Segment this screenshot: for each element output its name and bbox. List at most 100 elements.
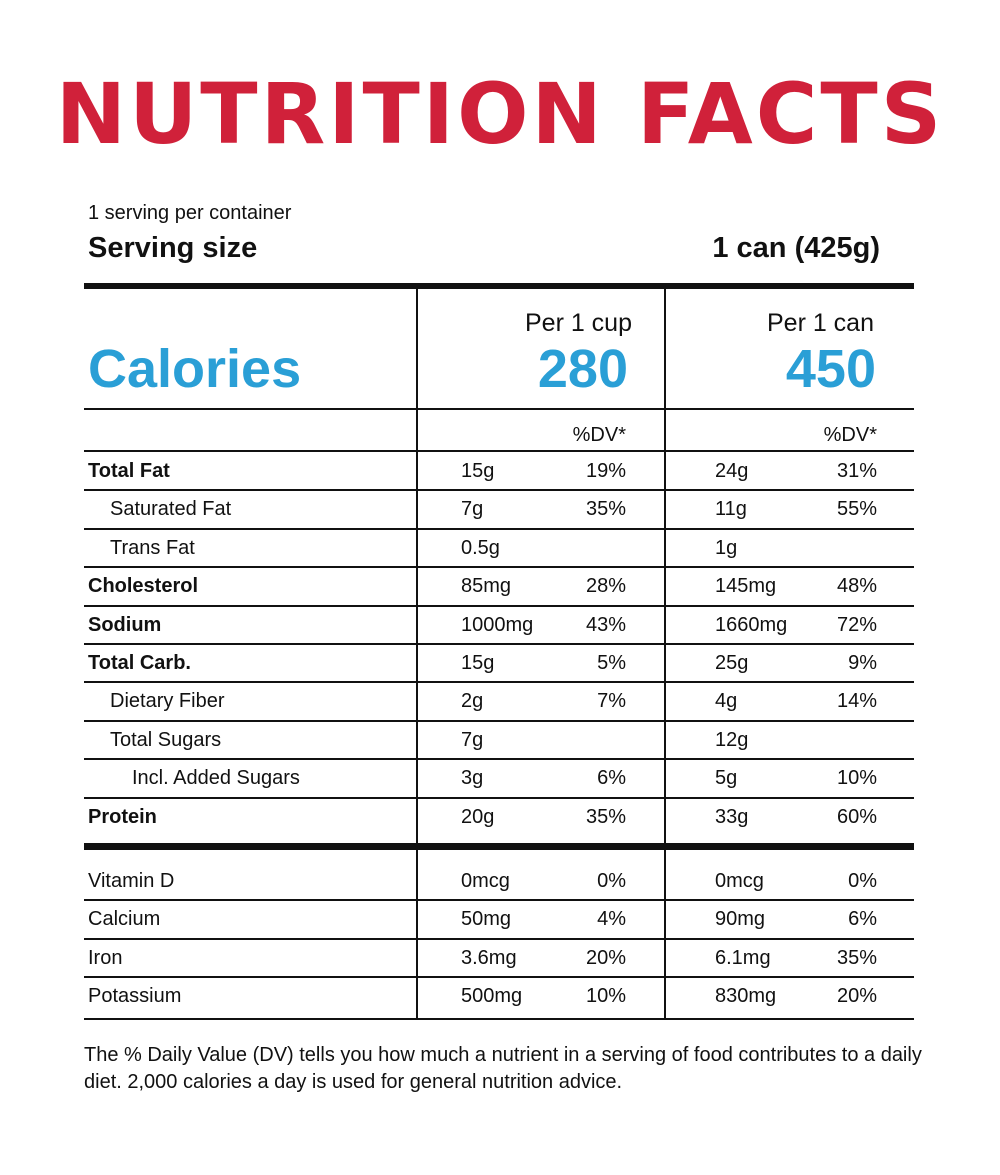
column-header-cup: Per 1 cup (524, 309, 632, 337)
can-amount: 33g (715, 805, 749, 828)
can-amount: 1g (715, 536, 738, 559)
cup-amount: 1000mg (461, 613, 534, 636)
nutrient-name: Total Carb. (88, 652, 191, 674)
nutrient-name: Total Fat (88, 460, 170, 482)
can-dv: 72% (836, 613, 877, 636)
nutrient-name: Total Sugars (110, 728, 222, 751)
cup-amount: 15g (461, 460, 495, 482)
can-amount: 5g (715, 767, 738, 790)
thick-divider-vitamins (84, 843, 914, 850)
can-dv: 10% (836, 767, 877, 790)
cup-amount: 20g (461, 805, 495, 828)
servings-per-container: 1 serving per container (88, 202, 292, 224)
cup-amount: 50mg (461, 908, 512, 931)
cup-amount: 85mg (461, 575, 512, 598)
can-dv: 31% (836, 460, 877, 482)
cup-amount: 500mg (461, 985, 523, 1008)
cup-amount: 0mcg (461, 870, 510, 892)
nutrient-name: Potassium (88, 985, 182, 1008)
can-dv: 48% (836, 575, 877, 598)
can-dv: 0% (848, 870, 877, 892)
can-dv: 20% (836, 985, 877, 1008)
can-amount: 11g (715, 498, 747, 521)
thick-divider-top (84, 283, 914, 289)
row-divider (84, 976, 914, 979)
row-divider (84, 489, 914, 492)
nutrient-name: Incl. Added Sugars (132, 767, 300, 790)
cup-dv: 0% (597, 870, 626, 892)
nutrient-row: Dietary Fiber 2g 7% 4g 14% (0, 682, 1000, 720)
can-amount: 6.1mg (715, 946, 771, 969)
cup-amount: 0.5g (461, 536, 500, 559)
cup-dv: 43% (585, 613, 626, 636)
can-amount: 90mg (715, 908, 766, 931)
can-amount: 4g (715, 690, 738, 713)
row-divider (84, 899, 914, 902)
divider-bottom (84, 1018, 914, 1020)
can-dv: 60% (836, 805, 877, 828)
nutrient-name: Iron (88, 946, 123, 969)
can-dv: 9% (848, 652, 877, 674)
cup-dv: 7% (597, 690, 626, 713)
row-divider (84, 566, 914, 569)
can-amount: 145mg (715, 575, 777, 598)
dv-header-can: %DV* (823, 424, 877, 446)
cup-amount: 3g (461, 767, 484, 790)
can-amount: 1660mg (715, 613, 788, 636)
cup-amount: 15g (461, 652, 495, 674)
cup-dv: 35% (585, 805, 626, 828)
nutrient-row: Saturated Fat 7g 35% 11g 55% (0, 490, 1000, 528)
row-divider (84, 681, 914, 684)
nutrient-name: Calcium (88, 908, 161, 931)
cup-amount: 3.6mg (461, 946, 517, 969)
nutrient-row: Sodium 1000mg 43% 1660mg 72% (0, 606, 1000, 644)
nutrient-name: Protein (88, 805, 157, 828)
divider-calories (84, 408, 914, 410)
cup-amount: 2g (461, 690, 484, 713)
can-dv: 14% (836, 690, 877, 713)
nutrient-row: Total Fat 15g 19% 24g 31% (0, 452, 1000, 490)
cup-dv: 10% (585, 985, 626, 1008)
calories-value-can: 450 (785, 339, 876, 399)
column-divider-1 (416, 289, 418, 1019)
row-divider (84, 719, 914, 722)
vitamin-row: Calcium 50mg 4% 90mg 6% (0, 900, 1000, 938)
cup-dv: 19% (585, 460, 626, 482)
vitamin-row: Vitamin D 0mcg 0% 0mcg 0% (0, 862, 1000, 900)
serving-size-value: 1 can (425g) (712, 232, 880, 264)
nutrient-row: Protein 20g 35% 33g 60% (0, 798, 1000, 836)
cup-dv: 35% (585, 498, 626, 521)
row-divider (84, 937, 914, 940)
row-divider (84, 796, 914, 799)
can-amount: 12g (715, 728, 749, 751)
serving-size-label: Serving size (88, 232, 258, 264)
nutrient-row: Incl. Added Sugars 3g 6% 5g 10% (0, 759, 1000, 797)
divider-dv-header (84, 450, 914, 452)
nutrient-name: Saturated Fat (110, 498, 232, 521)
nutrient-name: Vitamin D (88, 870, 175, 892)
nutrient-name: Cholesterol (88, 575, 199, 598)
calories-label: Calories (88, 339, 302, 399)
nutrient-name: Dietary Fiber (110, 690, 225, 713)
can-dv: 55% (836, 498, 877, 521)
can-amount: 830mg (715, 985, 777, 1008)
cup-dv: 28% (585, 575, 626, 598)
daily-value-footnote: The % Daily Value (DV) tells you how muc… (84, 1044, 922, 1093)
cup-dv: 4% (597, 908, 626, 931)
nutrient-row: Total Carb. 15g 5% 25g 9% (0, 644, 1000, 682)
column-header-can: Per 1 can (766, 309, 874, 337)
dv-header-cup: %DV* (572, 424, 626, 446)
row-divider (84, 758, 914, 761)
calories-value-cup: 280 (537, 339, 628, 399)
row-divider (84, 643, 914, 645)
can-amount: 0mcg (715, 870, 764, 892)
can-dv: 6% (848, 908, 877, 931)
cup-amount: 7g (461, 498, 484, 521)
row-divider (84, 604, 914, 607)
vitamin-row: Potassium 500mg 10% 830mg 20% (0, 977, 1000, 1015)
nutrient-name: Sodium (88, 613, 162, 636)
can-amount: 25g (715, 652, 749, 674)
page-title: NUTRITION FACTS (55, 65, 945, 163)
cup-dv: 6% (597, 767, 626, 790)
cup-dv: 5% (597, 652, 626, 674)
